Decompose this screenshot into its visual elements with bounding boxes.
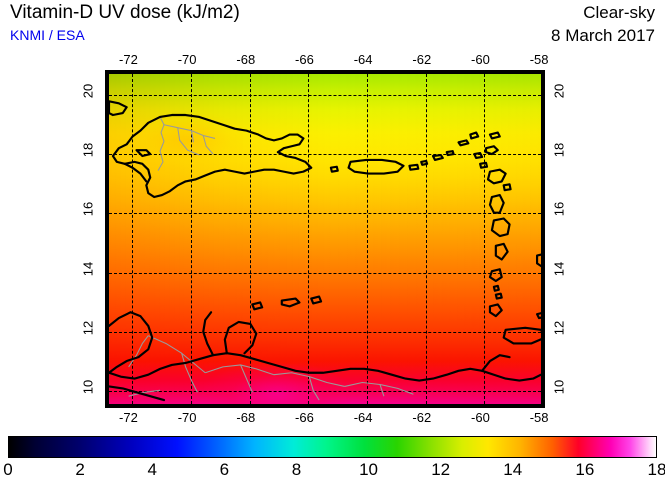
condition-label: Clear-sky xyxy=(583,3,655,22)
gridline-lon-7 xyxy=(543,74,544,404)
page-title: Vitamin-D UV dose (kJ/m2) xyxy=(10,2,240,23)
colorbar-gradient xyxy=(8,436,657,458)
y-tick-left-0: 20 xyxy=(80,83,96,98)
y-tick-right-1: 18 xyxy=(551,142,567,158)
colorbar-tick-2: 4 xyxy=(147,460,157,479)
y-tick-left-1: 18 xyxy=(80,142,96,158)
colorbar-tick-0: 0 xyxy=(3,460,13,479)
colorbar-tick-8: 16 xyxy=(575,460,595,479)
x-tick-top-0: -72 xyxy=(119,52,138,67)
uv-dose-field xyxy=(109,74,541,404)
x-tick-bottom-5: -62 xyxy=(412,410,432,425)
source-label: KNMI / ESA xyxy=(10,27,85,43)
x-tick-top-7: -58 xyxy=(529,52,549,67)
colorbar-tick-5: 10 xyxy=(359,460,379,479)
y-tick-right-3: 14 xyxy=(551,261,567,276)
x-tick-top-1: -70 xyxy=(177,52,197,67)
x-tick-bottom-2: -68 xyxy=(236,410,256,425)
date-label: 8 March 2017 xyxy=(551,26,655,45)
x-tick-top-4: -64 xyxy=(353,52,373,67)
x-tick-bottom-1: -70 xyxy=(177,410,197,425)
coastline-overlay xyxy=(109,100,541,402)
y-tick-left-4: 12 xyxy=(80,320,96,336)
x-tick-bottom-7: -58 xyxy=(529,410,549,425)
colorbar-tick-4: 8 xyxy=(291,460,302,479)
country-borders xyxy=(128,116,414,401)
x-tick-top-3: -66 xyxy=(295,52,314,67)
y-tick-left-2: 16 xyxy=(80,202,96,217)
plot-frame xyxy=(105,70,545,408)
x-tick-bottom-4: -64 xyxy=(353,410,373,425)
colorbar-tick-6: 12 xyxy=(431,460,451,479)
colorbar-tick-1: 2 xyxy=(75,460,85,479)
x-tick-top-5: -62 xyxy=(412,52,432,67)
colorbar-tick-9: 18 xyxy=(647,460,665,479)
colorbar-tick-7: 14 xyxy=(503,460,523,479)
chart-header: Vitamin-D UV dose (kJ/m2) KNMI / ESA Cle… xyxy=(0,0,665,52)
y-tick-right-2: 16 xyxy=(551,202,567,217)
coastlines xyxy=(109,100,541,402)
x-tick-top-6: -60 xyxy=(471,52,490,67)
uv-hotspot-southwest xyxy=(204,364,351,404)
colorbar-tick-3: 6 xyxy=(219,460,230,479)
x-tick-bottom-3: -66 xyxy=(295,410,314,425)
y-tick-left-5: 10 xyxy=(80,380,96,395)
x-tick-top-2: -68 xyxy=(236,52,256,67)
y-tick-right-0: 20 xyxy=(551,83,567,98)
y-tick-right-5: 10 xyxy=(551,380,567,395)
colorbar-container: 0 2 4 6 8 10 12 14 16 18 xyxy=(3,436,665,479)
x-tick-bottom-6: -60 xyxy=(471,410,490,425)
map-plot xyxy=(105,70,545,408)
y-tick-right-4: 12 xyxy=(551,320,567,336)
x-tick-bottom-0: -72 xyxy=(119,410,138,425)
y-tick-left-3: 14 xyxy=(80,261,96,276)
